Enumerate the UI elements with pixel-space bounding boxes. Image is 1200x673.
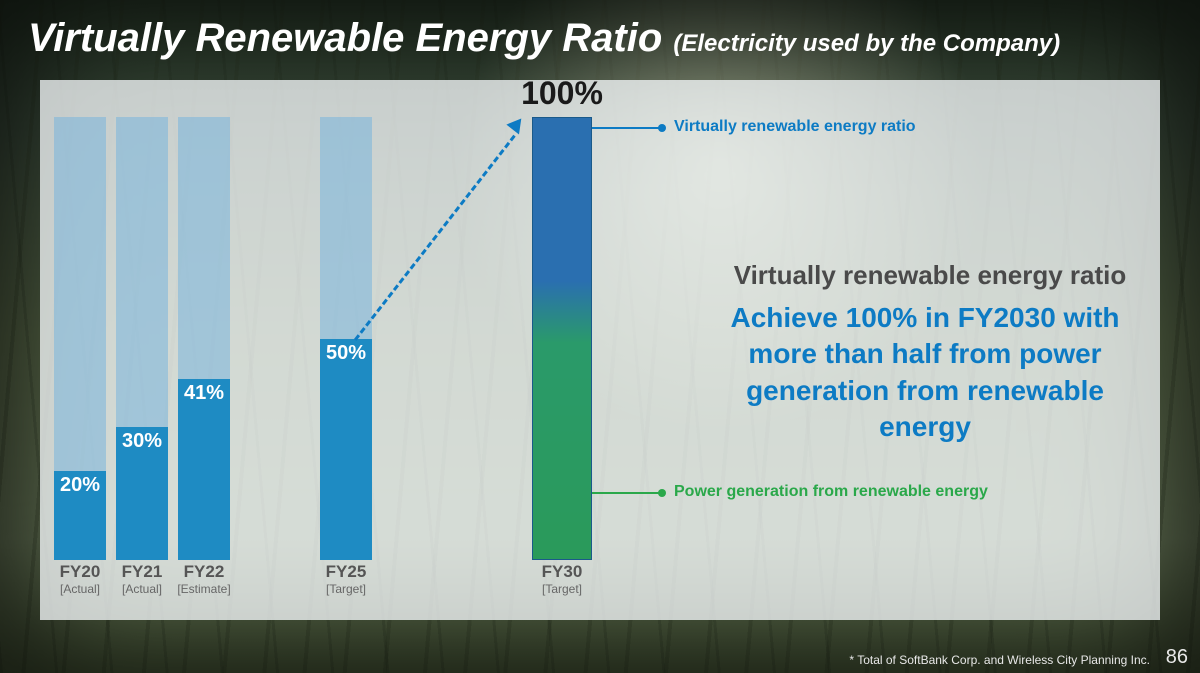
legend-bottom-dot [658, 489, 666, 497]
axis-label-fy30: FY30[Target] [524, 562, 600, 596]
axis-fy: FY25 [312, 562, 380, 582]
legend-top-text: Virtually renewable energy ratio [674, 118, 916, 136]
final-bar-top-label: 100% [507, 75, 617, 112]
slide-title: Virtually Renewable Energy Ratio (Electr… [28, 16, 1060, 61]
bar-value-label: 30% [116, 430, 168, 453]
bar-fy25: 50% [320, 117, 372, 560]
axis-status: [Target] [524, 582, 600, 596]
message-body: Achieve 100% in FY2030 with more than ha… [700, 300, 1150, 446]
legend-bottom-text: Power generation from renewable energy [674, 483, 988, 501]
bar-value-label: 50% [320, 342, 372, 365]
axis-status: [Actual] [108, 582, 176, 596]
axis-fy: FY22 [170, 562, 238, 582]
bar-fill [320, 339, 372, 560]
legend-bottom-line [592, 492, 662, 494]
axis-fy: FY30 [524, 562, 600, 582]
axis-status: [Actual] [46, 582, 114, 596]
bar-value-label: 20% [54, 474, 106, 497]
chart-panel: 20%30%41%50% FY20[Actual]FY21[Actual]FY2… [40, 80, 1160, 620]
title-main: Virtually Renewable Energy Ratio [28, 16, 673, 60]
axis-label-fy21: FY21[Actual] [108, 562, 176, 596]
bar-value-label: 41% [178, 382, 230, 405]
axis-labels: FY20[Actual]FY21[Actual]FY22[Estimate]FY… [54, 562, 674, 610]
axis-label-fy25: FY25[Target] [312, 562, 380, 596]
footnote: * Total of SoftBank Corp. and Wireless C… [849, 653, 1150, 667]
title-sub: (Electricity used by the Company) [673, 30, 1060, 57]
axis-fy: FY20 [46, 562, 114, 582]
bar-fy30 [532, 117, 592, 560]
bar-fy22: 41% [178, 117, 230, 560]
axis-fy: FY21 [108, 562, 176, 582]
axis-status: [Estimate] [170, 582, 238, 596]
slide: Virtually Renewable Energy Ratio (Electr… [0, 0, 1200, 673]
bar-fy21: 30% [116, 117, 168, 560]
page-number: 86 [1166, 646, 1188, 669]
axis-label-fy20: FY20[Actual] [46, 562, 114, 596]
axis-label-fy22: FY22[Estimate] [170, 562, 238, 596]
final-bar-fill [532, 117, 592, 560]
message-heading: Virtually renewable energy ratio [710, 260, 1150, 291]
bar-fill [178, 379, 230, 561]
legend-top-line [592, 127, 662, 129]
axis-status: [Target] [312, 582, 380, 596]
bar-fy20: 20% [54, 117, 106, 560]
